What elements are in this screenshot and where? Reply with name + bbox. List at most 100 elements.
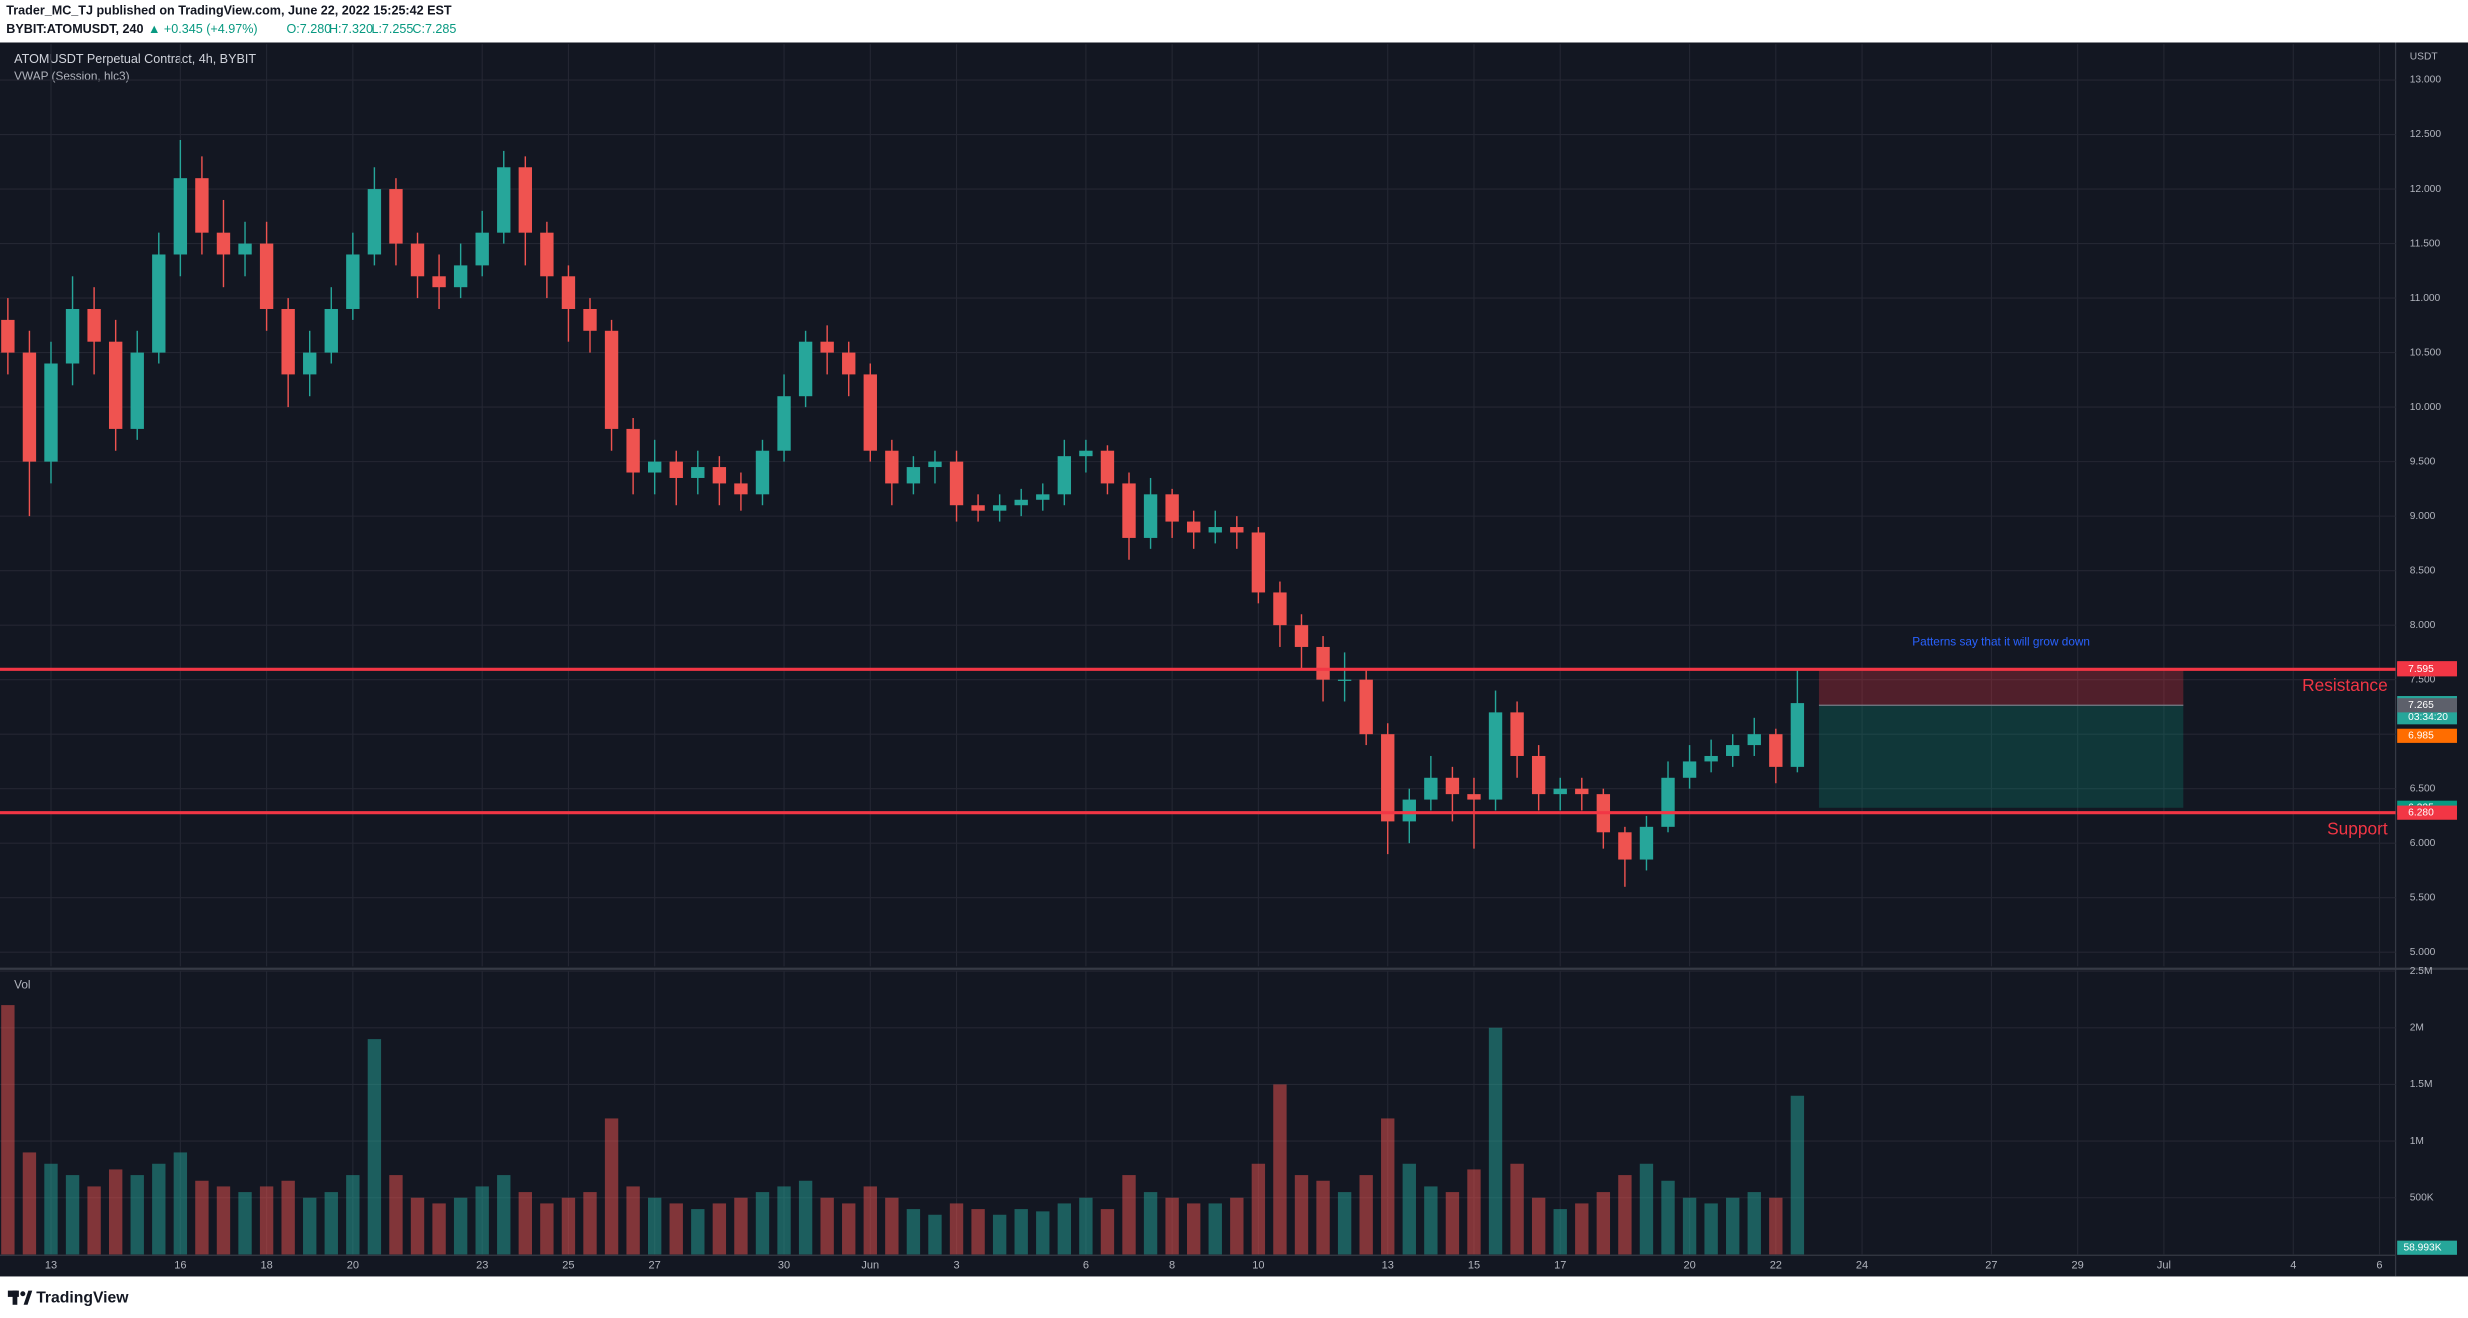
- countdown-box: [2397, 710, 2457, 725]
- x-tick-label: 20: [1683, 1259, 1695, 1271]
- x-tick-label: 6: [1083, 1259, 1089, 1271]
- candle-body: [949, 461, 964, 506]
- volume-bar: [1661, 1180, 1675, 1255]
- candle-body: [626, 428, 640, 473]
- x-tick-label: 13: [45, 1259, 57, 1271]
- volume-bar: [152, 1163, 166, 1255]
- volume-bar: [259, 1186, 274, 1255]
- candle-body: [906, 467, 921, 484]
- volume-bar: [518, 1192, 533, 1255]
- volume-bar: [475, 1186, 489, 1255]
- candle-body: [1143, 494, 1158, 538]
- level-label: Resistance: [2302, 675, 2388, 695]
- volume-bar: [949, 1203, 964, 1255]
- volume-tick-label: 1.5M: [2410, 1079, 2433, 1090]
- candle-body: [410, 243, 425, 277]
- candle-body: [798, 341, 813, 397]
- candle-body: [22, 352, 37, 462]
- volume-label-box: [2397, 1240, 2457, 1255]
- y-tick-label: 13.000: [2410, 75, 2442, 86]
- candle-body: [540, 232, 554, 277]
- logo-mark: [20, 1291, 26, 1297]
- candle-body: [1316, 646, 1330, 680]
- x-tick-label: 17: [1554, 1259, 1566, 1271]
- volume-bar: [324, 1192, 338, 1255]
- candle-body: [389, 189, 403, 244]
- logo: [7, 1290, 33, 1305]
- candle-body: [432, 276, 446, 288]
- candle-body: [1014, 499, 1028, 506]
- y-tick-label: 5.500: [2410, 892, 2436, 903]
- volume-bar: [432, 1203, 446, 1255]
- candle-body: [475, 232, 489, 266]
- volume-bar: [346, 1175, 360, 1255]
- candle-body: [1682, 761, 1697, 778]
- y-tick-label: 10.500: [2410, 347, 2442, 358]
- candle-body: [1531, 755, 1546, 795]
- candle-body: [1445, 777, 1460, 795]
- x-tick-label: 22: [1770, 1259, 1782, 1271]
- volume-bar: [1596, 1192, 1611, 1255]
- x-tick-label: 27: [1985, 1259, 1997, 1271]
- volume-bar: [971, 1209, 985, 1255]
- y-tick-label: 11.000: [2410, 293, 2441, 304]
- position-note: Patterns say that it will grow down: [1912, 635, 2090, 649]
- candle-body: [65, 308, 80, 364]
- volume-bar: [1445, 1192, 1460, 1255]
- candle-body: [712, 467, 727, 484]
- candle-body: [583, 308, 597, 331]
- volume-bar: [1122, 1175, 1136, 1255]
- volume-bar: [1337, 1192, 1352, 1255]
- candle-body: [1769, 734, 1783, 767]
- price-label: 6.985: [2408, 731, 2434, 742]
- y-tick-label: 6.000: [2410, 838, 2436, 849]
- price-label-box: [2397, 662, 2457, 677]
- price-label: 6.280: [2408, 807, 2434, 818]
- x-tick-label: 25: [562, 1259, 574, 1271]
- volume-bar: [216, 1186, 231, 1255]
- volume-bar: [992, 1214, 1007, 1255]
- candle-body: [1337, 679, 1352, 681]
- candle-body: [842, 352, 856, 375]
- candle-body: [561, 276, 576, 309]
- candle-body: [453, 265, 468, 288]
- candle-body: [820, 341, 834, 353]
- x-tick-label: 29: [2072, 1259, 2084, 1271]
- volume-bar: [755, 1192, 770, 1255]
- volume-bar: [1230, 1197, 1244, 1255]
- volume-bar: [367, 1039, 382, 1255]
- x-tick-label: Jul: [2157, 1259, 2171, 1271]
- y-tick-label: 12.000: [2410, 184, 2442, 195]
- candle-body: [885, 450, 899, 484]
- volume-bar: [1639, 1163, 1654, 1255]
- volume-bar: [798, 1180, 813, 1255]
- x-tick-label: 13: [1382, 1259, 1394, 1271]
- y-tick-label: 6.500: [2410, 783, 2436, 794]
- level-label: Support: [2327, 819, 2388, 839]
- volume-bar: [130, 1175, 144, 1255]
- volume-bar: [669, 1203, 683, 1255]
- candle-body: [259, 243, 274, 309]
- price-label-box: [2397, 805, 2457, 820]
- volume-tick-label: 500K: [2410, 1192, 2434, 1203]
- x-tick-label: 6: [2376, 1259, 2382, 1271]
- chart-title: ATOMUSDT Perpetual Contract, 4h, BYBIT: [14, 52, 256, 66]
- volume-bar: [1187, 1203, 1201, 1255]
- candle-body: [44, 363, 58, 462]
- price-label-box: [2397, 728, 2457, 743]
- candle-body: [1618, 832, 1632, 860]
- volume-bar: [691, 1209, 705, 1255]
- position-target-zone: [1818, 705, 2184, 808]
- volume-tick-label: 2M: [2410, 1022, 2424, 1033]
- volume-bar: [1079, 1197, 1093, 1255]
- volume-label: 58.993K: [2403, 1242, 2441, 1253]
- volume-bar: [1704, 1203, 1718, 1255]
- volume-bar: [1726, 1197, 1740, 1255]
- candle-body: [1251, 532, 1266, 593]
- volume-bar: [1036, 1211, 1050, 1255]
- volume-bar: [561, 1197, 576, 1255]
- volume-bar: [540, 1203, 554, 1255]
- volume-bar: [1294, 1175, 1309, 1255]
- volume-bar: [1424, 1186, 1438, 1255]
